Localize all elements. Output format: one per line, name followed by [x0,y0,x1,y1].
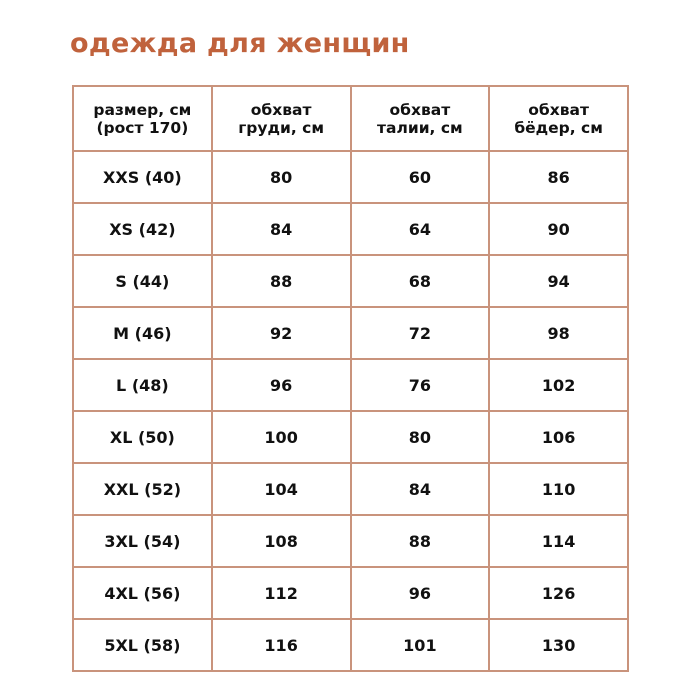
column-header: обхват груди, см [210,85,352,152]
measurement-cell: 116 [210,618,352,672]
column-header-line: обхват [250,100,312,119]
measurement-cell: 102 [488,358,629,412]
column-header-line: бёдер, см [514,118,603,137]
table-row: 5XL (58) 116 101 130 [72,618,629,672]
measurement-cell: 86 [488,150,629,204]
column-header-line: обхват [389,100,451,119]
size-cell: 4XL (56) [72,566,213,620]
measurement-cell: 114 [488,514,629,568]
column-header-line: обхват [528,100,589,119]
size-cell: S (44) [72,254,213,308]
measurement-cell: 101 [349,618,491,672]
table-row: XXL (52) 104 84 110 [72,462,629,516]
table-row: M (46) 92 72 98 [72,306,629,360]
measurement-cell: 98 [488,306,629,360]
column-header: обхват бёдер, см [488,85,629,152]
table-row: XL (50) 100 80 106 [72,410,629,464]
table-row: 3XL (54) 108 88 114 [72,514,629,568]
measurement-cell: 96 [349,566,491,620]
table-row: L (48) 96 76 102 [72,358,629,412]
measurement-cell: 104 [210,462,352,516]
column-header-line: размер, см [93,100,192,119]
measurement-cell: 108 [210,514,352,568]
measurement-cell: 92 [210,306,352,360]
column-header: обхват талии, см [349,85,491,152]
measurement-cell: 84 [349,462,491,516]
measurement-cell: 60 [349,150,491,204]
measurement-cell: 68 [349,254,491,308]
measurement-cell: 126 [488,566,629,620]
measurement-cell: 110 [488,462,629,516]
size-cell: XS (42) [72,202,213,256]
page-title: одежда для женщин [70,28,410,59]
measurement-cell: 88 [210,254,352,308]
size-cell: 3XL (54) [72,514,213,568]
column-header: размер, см (рост 170) [72,85,213,152]
measurement-cell: 130 [488,618,629,672]
measurement-cell: 106 [488,410,629,464]
table-row: XXS (40) 80 60 86 [72,150,629,204]
size-cell: XXL (52) [72,462,213,516]
measurement-cell: 80 [210,150,352,204]
measurement-cell: 90 [488,202,629,256]
column-header-line: груди, см [238,118,325,137]
size-cell: L (48) [72,358,213,412]
measurement-cell: 96 [210,358,352,412]
measurement-cell: 80 [349,410,491,464]
measurement-cell: 84 [210,202,352,256]
measurement-cell: 64 [349,202,491,256]
size-cell: XXS (40) [72,150,213,204]
measurement-cell: 76 [349,358,491,412]
size-cell: 5XL (58) [72,618,213,672]
measurement-cell: 72 [349,306,491,360]
table-row: XS (42) 84 64 90 [72,202,629,256]
measurement-cell: 112 [210,566,352,620]
column-header-line: (рост 170) [96,118,189,137]
size-cell: M (46) [72,306,213,360]
table-row: S (44) 88 68 94 [72,254,629,308]
column-header-line: талии, см [377,118,463,137]
header-row: размер, см (рост 170) обхват груди, см обхва… [72,85,629,152]
measurement-cell: 88 [349,514,491,568]
measurement-cell: 94 [488,254,629,308]
table-row: 4XL (56) 112 96 126 [72,566,629,620]
size-cell: XL (50) [72,410,213,464]
size-table: размер, см (рост 170) обхват груди, см обхва… [72,85,629,672]
measurement-cell: 100 [210,410,352,464]
